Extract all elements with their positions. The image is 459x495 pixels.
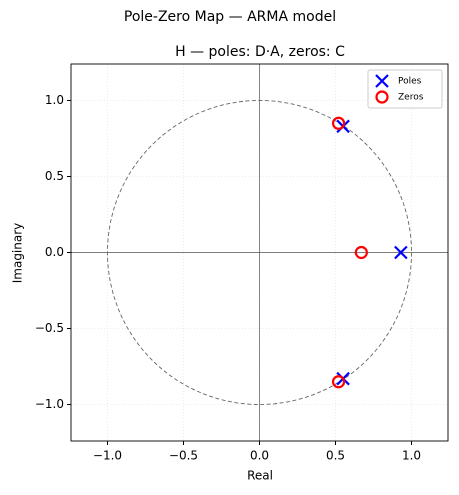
x-axis-label: Real: [247, 469, 273, 483]
y-tick-label: 1.0: [45, 93, 64, 107]
y-axis-label: Imaginary: [11, 223, 25, 284]
zero-marker: [331, 375, 346, 389]
x-tick-label: 0.5: [326, 449, 345, 463]
x-stroke: [394, 245, 408, 260]
x-stroke: [375, 74, 389, 88]
y-tick-label: 0.0: [45, 245, 64, 259]
suptitle: Pole-Zero Map — ARMA model: [124, 9, 336, 25]
legend-label: Zeros: [398, 93, 424, 103]
legend-label: Poles: [398, 77, 422, 87]
pole-marker: [375, 74, 389, 88]
zero-marker: [375, 90, 389, 104]
x-tick-label: 0.0: [250, 449, 269, 463]
x-tick-label: 1.0: [402, 449, 421, 463]
chart-title: H — poles: D·A, zeros: C: [175, 44, 345, 60]
plot-frame: [70, 63, 449, 442]
zero-marker: [331, 116, 346, 130]
y-tick-label: −0.5: [35, 321, 64, 335]
y-tick-label: −1.0: [35, 397, 64, 411]
x-tick-label: −0.5: [169, 449, 198, 463]
x-tick-label: −1.0: [93, 449, 122, 463]
unit-circle: [107, 100, 412, 405]
pole-marker: [394, 245, 408, 260]
y-tick-label: 0.5: [45, 169, 64, 183]
zero-marker: [354, 245, 368, 260]
